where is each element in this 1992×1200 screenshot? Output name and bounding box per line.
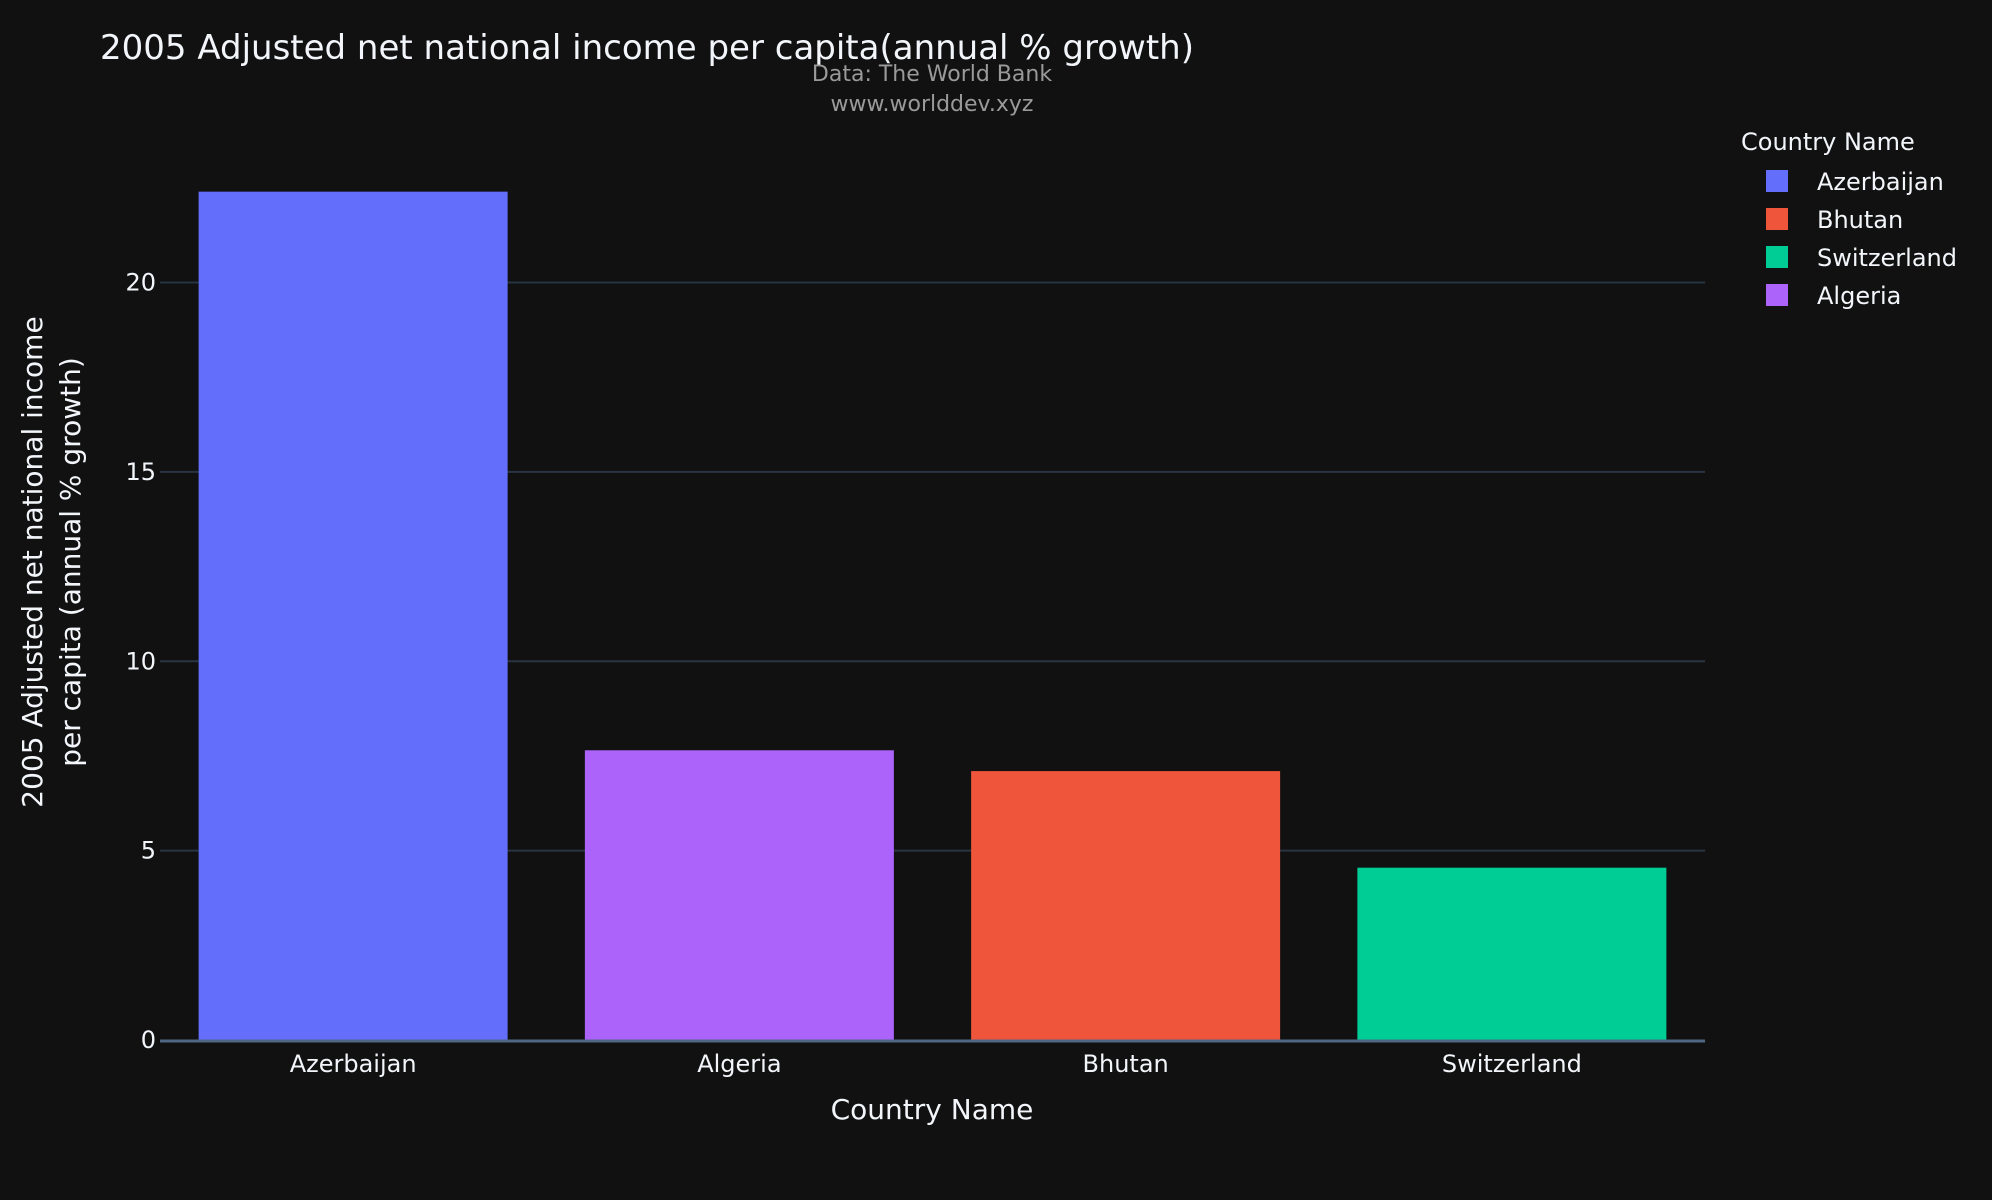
legend-swatch (1766, 208, 1788, 230)
legend-items: Azerbaijan Bhutan Switzerland Algeria (1766, 168, 1957, 310)
legend-label: Bhutan (1817, 206, 1903, 234)
legend-title: Country Name (1741, 128, 1915, 156)
legend-swatch (1766, 246, 1788, 268)
x-tick-label: Algeria (697, 1050, 781, 1078)
x-tick-label: Switzerland (1442, 1050, 1582, 1078)
x-tick-label: Bhutan (1083, 1050, 1169, 1078)
legend-item[interactable]: Switzerland (1766, 244, 1957, 272)
legend-item[interactable]: Algeria (1766, 282, 1901, 310)
bar[interactable] (971, 771, 1281, 1040)
y-axis-title: 2005 Adjusted net national income per ca… (16, 316, 87, 807)
legend-swatch (1766, 284, 1788, 306)
y-tick-label: 0 (141, 1026, 156, 1054)
bar[interactable] (584, 750, 894, 1040)
chart-title: 2005 Adjusted net national income per ca… (100, 28, 1194, 68)
y-axis-title-line-2: per capita (annual % growth) (54, 357, 87, 767)
y-tick-label: 15 (125, 458, 156, 486)
bar[interactable] (1357, 867, 1667, 1040)
chart-subtitle-url: www.worlddev.xyz (831, 92, 1034, 117)
y-axis-title-line-1: 2005 Adjusted net national income (16, 316, 49, 807)
axes: 0 5 10 15 20 Azerbaijan Algeria Bhutan Switzerla… (125, 269, 1705, 1078)
legend-swatch (1766, 170, 1788, 192)
bars (198, 191, 1667, 1041)
x-tick-label: Azerbaijan (290, 1050, 417, 1078)
y-tick-label: 10 (125, 647, 156, 675)
legend: Country Name Azerbaijan Bhutan Switzerland… (1741, 128, 1957, 310)
legend-label: Switzerland (1817, 244, 1957, 272)
legend-label: Azerbaijan (1817, 168, 1944, 196)
chart-subtitle-source: Data: The World Bank (812, 62, 1052, 87)
x-axis-title: Country Name (831, 1093, 1034, 1126)
legend-label: Algeria (1817, 282, 1901, 310)
bar[interactable] (198, 191, 508, 1041)
y-tick-label: 20 (125, 269, 156, 297)
legend-item[interactable]: Bhutan (1766, 206, 1903, 234)
y-tick-label: 5 (141, 837, 156, 865)
legend-item[interactable]: Azerbaijan (1766, 168, 1944, 196)
